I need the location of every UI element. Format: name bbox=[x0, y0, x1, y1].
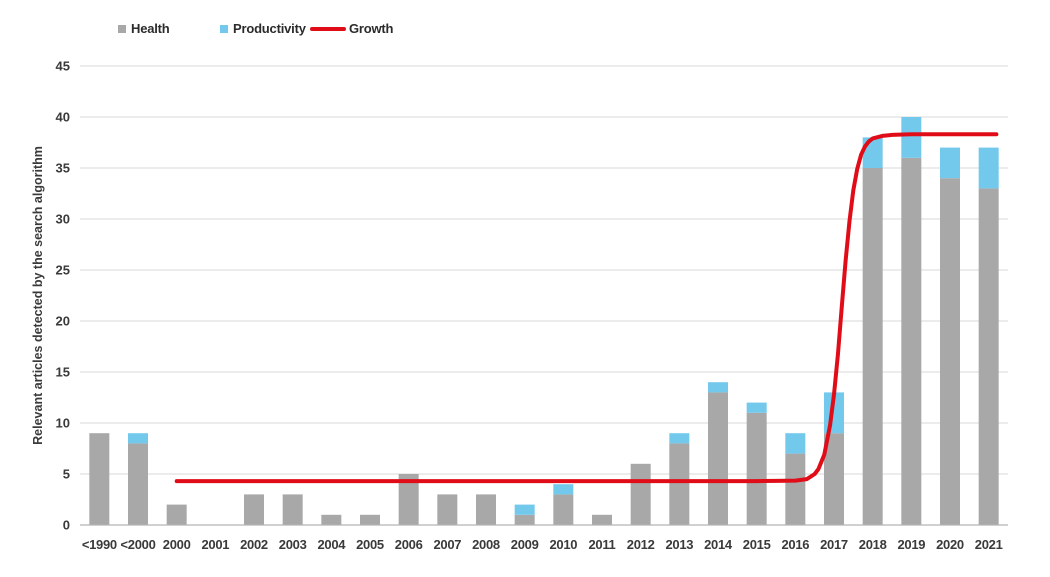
bar-health-2008 bbox=[476, 494, 496, 525]
growth-line-swatch-icon bbox=[310, 26, 346, 31]
bar-productivity-2010 bbox=[553, 484, 574, 495]
legend-item-growth: Growth bbox=[310, 21, 393, 36]
bar-health-2015 bbox=[746, 412, 767, 525]
bar-health-2007 bbox=[437, 494, 458, 525]
bar-productivity-2018 bbox=[862, 137, 883, 168]
y-axis-title: Relevant articles detected by the search… bbox=[31, 146, 45, 445]
y-tick-label-20: 20 bbox=[56, 314, 70, 329]
y-tick-label-5: 5 bbox=[63, 467, 70, 482]
x-tick-label-2013: 2013 bbox=[665, 537, 693, 552]
bar-health-2020 bbox=[940, 178, 960, 525]
y-tick-label-15: 15 bbox=[56, 365, 70, 380]
x-tick-label-2008: 2008 bbox=[472, 537, 500, 552]
bar-productivity-2015 bbox=[746, 402, 767, 413]
x-tick-label-2012: 2012 bbox=[627, 537, 655, 552]
productivity-swatch-icon bbox=[220, 24, 228, 33]
x-tick-label-2017: 2017 bbox=[820, 537, 848, 552]
bar-productivity-2019 bbox=[901, 117, 922, 158]
bar-health-2006 bbox=[398, 474, 419, 525]
x-tick-label-2011: 2011 bbox=[588, 537, 615, 552]
bar-health-2004 bbox=[321, 514, 342, 525]
bar-health-2000 bbox=[166, 504, 187, 525]
legend-label-health: Health bbox=[131, 21, 170, 36]
bar-productivity-2009 bbox=[514, 504, 535, 515]
bar-health-2002 bbox=[244, 494, 264, 525]
bar-health-2009 bbox=[514, 514, 535, 525]
bar-health-2011 bbox=[592, 514, 612, 525]
x-tick-label-2014: 2014 bbox=[704, 537, 733, 552]
legend: Health Productivity Growth bbox=[0, 0, 1050, 40]
y-tick-label-40: 40 bbox=[56, 110, 70, 125]
legend-label-growth: Growth bbox=[349, 21, 394, 36]
x-tick-label-2020: 2020 bbox=[936, 537, 964, 552]
bar-health-2012 bbox=[630, 463, 651, 525]
bar-health-2003 bbox=[282, 494, 303, 525]
y-tick-label-10: 10 bbox=[56, 416, 70, 431]
x-tick-label-2003: 2003 bbox=[279, 537, 307, 552]
x-tick-label-2018: 2018 bbox=[859, 537, 887, 552]
x-tick-label-2016: 2016 bbox=[781, 537, 809, 552]
bar-health-2017 bbox=[824, 433, 844, 525]
health-swatch-icon bbox=[118, 24, 126, 33]
y-tick-label-25: 25 bbox=[56, 263, 70, 278]
x-tick-label-<1990: <1990 bbox=[82, 537, 117, 552]
bar-health-<2000 bbox=[128, 443, 148, 525]
x-tick-label-2007: 2007 bbox=[433, 537, 461, 552]
bar-productivity-2021 bbox=[978, 147, 999, 189]
bar-health-2019 bbox=[901, 157, 922, 526]
bar-health-2021 bbox=[978, 188, 999, 525]
x-tick-label-2015: 2015 bbox=[743, 537, 771, 552]
x-tick-label-2019: 2019 bbox=[897, 537, 925, 552]
y-tick-label-0: 0 bbox=[63, 518, 70, 533]
bar-health-2014 bbox=[708, 392, 728, 525]
x-tick-label-2004: 2004 bbox=[317, 537, 346, 552]
x-tick-label-2005: 2005 bbox=[356, 537, 384, 552]
x-tick-label-2006: 2006 bbox=[395, 537, 423, 552]
y-tick-label-30: 30 bbox=[56, 212, 70, 227]
bar-health-2018 bbox=[862, 168, 883, 525]
bar-productivity-2020 bbox=[940, 147, 960, 179]
x-tick-label-2002: 2002 bbox=[240, 537, 268, 552]
bar-health-2010 bbox=[553, 494, 574, 525]
x-tick-label-2021: 2021 bbox=[975, 537, 1003, 552]
bar-productivity-2013 bbox=[669, 433, 690, 444]
legend-label-productivity: Productivity bbox=[233, 21, 306, 36]
legend-item-productivity: Productivity bbox=[220, 21, 306, 36]
x-tick-label-2010: 2010 bbox=[549, 537, 577, 552]
bar-health-2013 bbox=[669, 443, 690, 525]
bar-health-2016 bbox=[785, 453, 806, 525]
x-tick-label-<2000: <2000 bbox=[120, 537, 155, 552]
bar-health-<1990 bbox=[89, 433, 110, 525]
legend-item-health: Health bbox=[118, 21, 170, 36]
bar-productivity-2014 bbox=[708, 382, 728, 393]
bar-productivity-<2000 bbox=[128, 433, 148, 444]
growth-line bbox=[174, 132, 999, 484]
x-tick-label-2000: 2000 bbox=[163, 537, 191, 552]
bar-productivity-2016 bbox=[785, 433, 806, 454]
bar-health-2005 bbox=[360, 514, 380, 525]
y-tick-label-45: 45 bbox=[56, 59, 70, 74]
x-tick-label-2001: 2001 bbox=[201, 537, 229, 552]
y-tick-label-35: 35 bbox=[56, 161, 70, 176]
x-tick-label-2009: 2009 bbox=[511, 537, 539, 552]
